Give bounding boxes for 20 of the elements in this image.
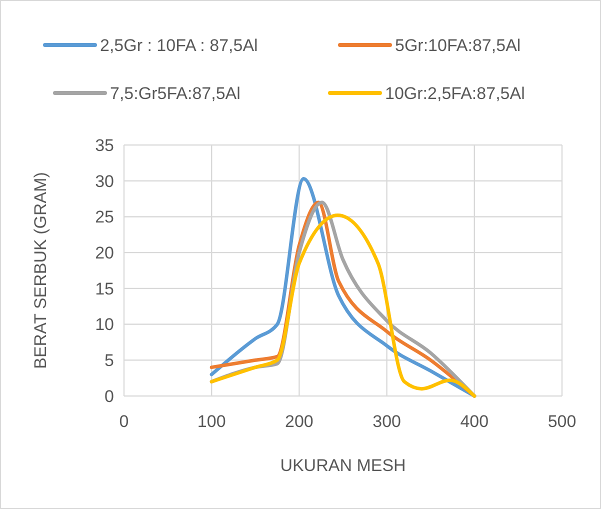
legend-label: 10Gr:2,5FA:87,5Al	[385, 84, 525, 103]
x-tick-label: 300	[372, 412, 401, 431]
y-tick-label: 35	[95, 136, 114, 155]
legend-label: 7,5:Gr5FA:87,5Al	[110, 84, 240, 103]
y-tick-label: 0	[104, 386, 114, 406]
y-tick-label: 20	[95, 244, 114, 263]
legend-label: 2,5Gr : 10FA : 87,5Al	[100, 36, 258, 55]
y-tick-label: 30	[95, 172, 114, 191]
x-tick-label: 200	[285, 412, 314, 431]
legend-label: 5Gr:10FA:87,5Al	[395, 36, 521, 55]
y-tick-label: 10	[95, 315, 114, 334]
x-tick-label: 400	[460, 412, 489, 431]
y-tick-label: 5	[104, 351, 114, 370]
y-axis-title: BERAT SERBUK (GRAM)	[31, 172, 50, 369]
x-tick-label: 500	[548, 412, 576, 431]
x-tick-label: 100	[197, 412, 226, 431]
x-axis-title: UKURAN MESH	[280, 456, 406, 475]
x-tick-label: 0	[119, 412, 129, 431]
y-tick-label: 15	[95, 279, 114, 298]
y-tick-label: 25	[95, 208, 114, 227]
